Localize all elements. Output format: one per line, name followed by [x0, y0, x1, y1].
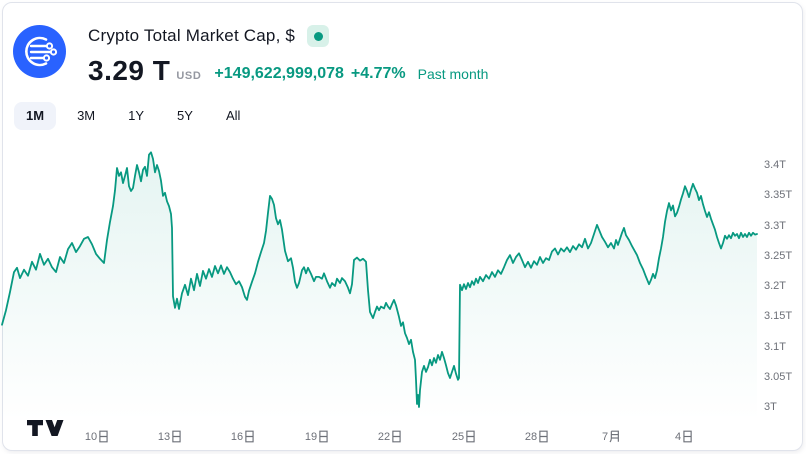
y-tick-label: 3.35T: [764, 189, 793, 202]
y-tick-label: 3.05T: [764, 370, 793, 383]
market-open-dot-icon: [313, 31, 323, 41]
x-tick-label: 25: [452, 430, 476, 443]
kanji-day-icon: [466, 430, 475, 443]
market-cap-value: 3.29 T: [88, 55, 171, 86]
kanji-month-icon: [609, 430, 620, 443]
x-tick-label: 10: [85, 430, 109, 443]
period-label: Past month: [417, 66, 489, 82]
tab-3m[interactable]: 3M: [65, 102, 107, 130]
x-tick-label: 4: [675, 430, 693, 443]
currency-label: USD: [176, 70, 202, 82]
y-tick-label: 3.15T: [764, 310, 793, 323]
kanji-day-icon: [319, 430, 328, 443]
market-status-badge: [307, 25, 330, 47]
tab-5y[interactable]: 5Y: [165, 102, 205, 130]
y-tick-label: 3.2T: [764, 280, 787, 292]
y-tick-label: 3.25T: [764, 249, 793, 262]
range-tabs: 1M 3M 1Y 5Y All: [14, 102, 252, 130]
kanji-day-icon: [539, 430, 548, 443]
y-tick-label: 3.1T: [764, 340, 787, 353]
kanji-day-icon: [245, 430, 254, 443]
change-absolute: +149,622,999,078: [214, 65, 344, 82]
change-percent: +4.77%: [350, 65, 406, 82]
y-tick-label: 3T: [764, 401, 777, 413]
x-tick-label: 16: [231, 430, 255, 443]
kanji-day-icon: [172, 430, 181, 443]
x-tick-label: 28: [525, 430, 549, 443]
y-tick-label: 3.4T: [764, 159, 787, 171]
kanji-day-icon: [392, 430, 401, 443]
crypto-total-market-cap-logo-icon: [13, 25, 66, 78]
widget-title[interactable]: Crypto Total Market Cap, $: [88, 26, 296, 45]
chart-line: [1, 151, 758, 408]
x-tick-label: 13: [158, 430, 182, 443]
tab-1m[interactable]: 1M: [14, 102, 57, 130]
x-tick-label: 19: [305, 430, 329, 443]
chart-area-fill: [2, 152, 757, 422]
tab-all[interactable]: All: [214, 102, 252, 130]
kanji-day-icon: [683, 430, 692, 443]
tradingview-logo[interactable]: [26, 417, 64, 439]
x-tick-label: 22: [378, 430, 402, 443]
x-tick-label: 7: [602, 430, 620, 443]
kanji-day-icon: [99, 430, 108, 443]
y-tick-label: 3.3T: [764, 219, 787, 232]
tab-1y[interactable]: 1Y: [116, 102, 156, 130]
